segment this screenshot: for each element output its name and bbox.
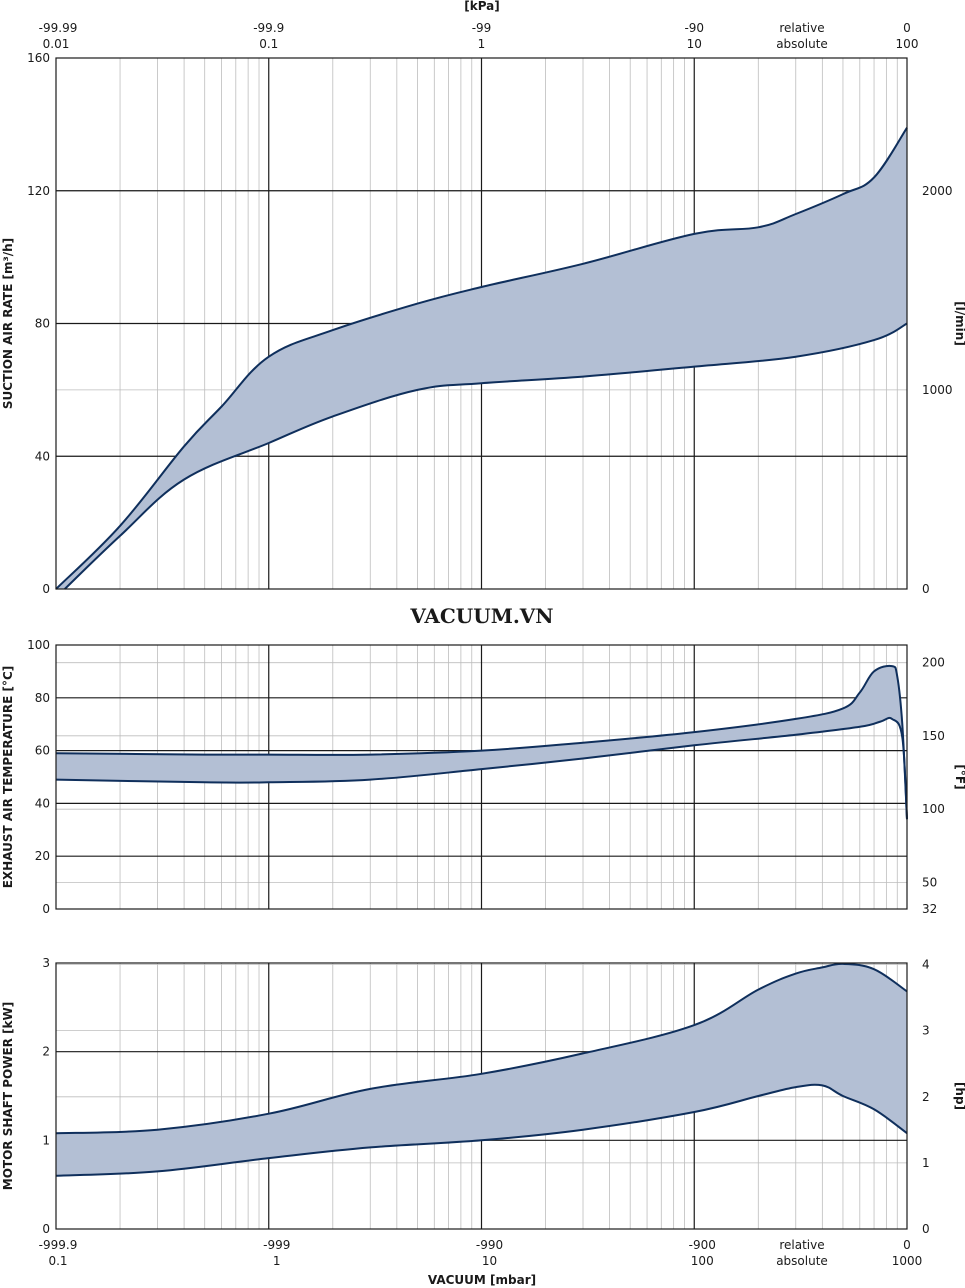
y2-tick-label: 1 [922,1156,930,1170]
top-relative-tick-label: -99 [472,21,492,35]
y-axis-title: SUCTION AIR RATE [m³/h] [1,238,15,409]
bottom-relative-label: relative [779,1238,824,1252]
y-tick-label: 0 [42,902,50,916]
top-relative-tick-label: 0 [903,21,911,35]
upper-limit-curve [55,664,908,820]
plot-frame [55,962,908,1230]
plot-frame [55,57,908,590]
y-tick-label: 60 [35,744,50,758]
top-absolute-tick-label: 0.01 [43,37,70,51]
performance-range-band [56,963,907,1176]
plot-frame [55,644,908,910]
y-tick-label: 2 [42,1045,50,1059]
y2-tick-label: 1000 [922,383,953,397]
watermark-text: VACUUM.VN [409,604,553,628]
top-absolute-tick-label: 10 [687,37,702,51]
performance-range-band [56,127,907,589]
top-absolute-label: absolute [776,37,828,51]
y-tick-label: 40 [35,796,50,810]
bottom-axis-title: VACUUM [mbar] [428,1273,536,1287]
upper-limit-curve [55,962,908,1135]
y-tick-label: 0 [42,1222,50,1236]
lower-limit-curve [64,322,908,590]
y-tick-label: 160 [27,51,50,65]
y-tick-label: 1 [42,1133,50,1147]
band-layer [56,127,907,1176]
top-relative-tick-label: -99.9 [253,21,284,35]
y2-tick-label: 100 [922,802,945,816]
y-tick-label: 3 [42,956,50,970]
bottom-absolute-label: absolute [776,1254,828,1268]
y2-axis-title: [°F] [953,764,965,789]
y2-tick-label: 150 [922,729,945,743]
frame-layer [55,57,908,1230]
y2-axis-title: [hp] [953,1082,965,1110]
y-tick-label: 20 [35,849,50,863]
bottom-absolute-tick-label: 0.1 [48,1254,67,1268]
y-axis-title: EXHAUST AIR TEMPERATURE [°C] [1,666,15,889]
performance-range-band [56,665,907,820]
y-tick-label: 40 [35,449,50,463]
top-axis-unit-label: [kPa] [464,0,500,13]
top-absolute-tick-label: 100 [896,37,919,51]
lower-limit-curve [55,1083,908,1177]
bottom-relative-tick-label: -900 [689,1238,716,1252]
top-relative-tick-label: -90 [684,21,704,35]
top-relative-tick-label: -99.99 [39,21,78,35]
top-relative-label: relative [779,21,824,35]
y-axis-title: MOTOR SHAFT POWER [kW] [1,1002,15,1191]
y2-tick-label: 2 [922,1090,930,1104]
y-tick-label: 100 [27,638,50,652]
bottom-absolute-tick-label: 1 [273,1254,281,1268]
top-absolute-tick-label: 0.1 [259,37,278,51]
y2-tick-label: 0 [922,582,930,596]
bottom-absolute-tick-label: 10 [482,1254,497,1268]
bottom-relative-tick-label: -999 [263,1238,290,1252]
y2-tick-label: 3 [922,1024,930,1038]
curve-layer [55,127,908,1177]
upper-limit-curve [55,127,908,590]
y-tick-label: 0 [42,582,50,596]
y-tick-label: 80 [35,317,50,331]
lower-limit-curve [55,716,908,820]
y2-tick-label: 4 [922,958,930,972]
bottom-relative-tick-label: 0 [903,1238,911,1252]
y2-tick-label: 200 [922,656,945,670]
bottom-relative-tick-label: -999.9 [39,1238,78,1252]
y2-tick-label: 50 [922,876,937,890]
y-tick-label: 80 [35,691,50,705]
top-absolute-tick-label: 1 [478,37,486,51]
y2-tick-label: 0 [922,1222,930,1236]
bottom-absolute-tick-label: 1000 [892,1254,923,1268]
bottom-relative-tick-label: -990 [476,1238,503,1252]
y-tick-label: 120 [27,184,50,198]
y2-axis-title: [l/min] [953,301,965,346]
y2-tick-label: 2000 [922,184,953,198]
bottom-absolute-tick-label: 100 [691,1254,714,1268]
y2-tick-label: 32 [922,902,937,916]
